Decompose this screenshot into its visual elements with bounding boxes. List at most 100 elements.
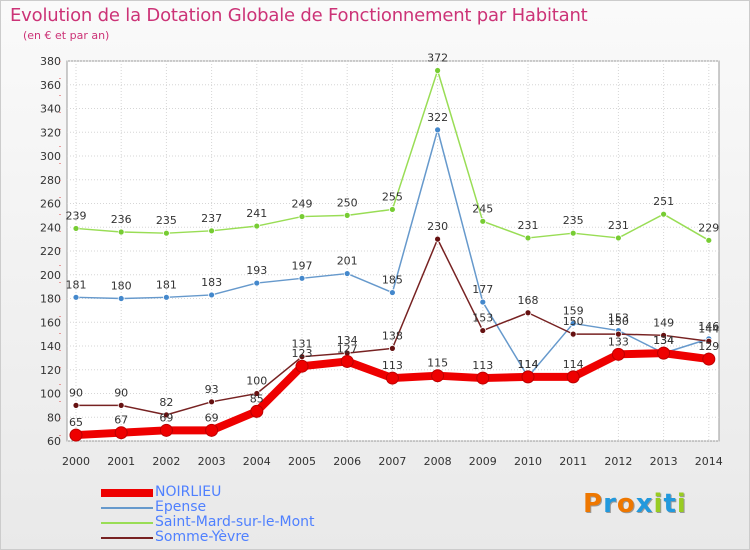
data-point (479, 298, 487, 306)
x-tick-label: 2000 (62, 455, 90, 468)
data-label: 201 (337, 255, 358, 268)
data-label: 129 (698, 340, 719, 353)
chart-subtitle: (en € et par an) (23, 29, 110, 42)
logo-letter: i (653, 489, 664, 519)
y-tick-label: 320 (40, 126, 61, 139)
data-point (388, 206, 396, 213)
data-point (385, 371, 399, 385)
data-label: 181 (156, 278, 177, 291)
data-point (208, 291, 216, 299)
x-tick-label: 2009 (469, 455, 497, 468)
legend-label: Somme-Yèvre (155, 529, 250, 545)
data-point (611, 347, 625, 361)
y-tick-label: 300 (40, 150, 61, 163)
data-point (253, 390, 261, 397)
data-label: 372 (427, 52, 448, 65)
data-point (295, 359, 309, 373)
data-point (114, 426, 128, 440)
data-label: 250 (337, 196, 358, 209)
logo-letter: t (663, 489, 677, 519)
y-tick-label: 160 (40, 316, 61, 329)
legend-swatch (101, 536, 153, 539)
y-tick-label: 200 (40, 269, 61, 282)
data-label: 231 (608, 219, 629, 232)
data-label: 241 (246, 207, 267, 220)
x-tick-label: 2011 (559, 455, 587, 468)
data-point (431, 369, 445, 383)
data-point (569, 229, 577, 237)
data-point (615, 330, 622, 338)
data-label: 114 (518, 358, 539, 371)
data-label: 146 (698, 320, 719, 333)
data-point (343, 211, 351, 219)
data-point (117, 401, 125, 409)
logo-letter: o (616, 489, 636, 519)
chart-title: Evolution de la Dotation Globale de Fonc… (10, 5, 588, 26)
data-label: 134 (653, 334, 674, 347)
y-tick-label: 380 (40, 55, 61, 68)
data-point (479, 217, 487, 225)
data-label: 235 (563, 214, 584, 227)
logo-letter: P (583, 489, 604, 519)
data-label: 237 (201, 212, 222, 225)
data-label: 113 (382, 359, 403, 372)
x-tick-label: 2005 (288, 455, 316, 468)
data-point (434, 67, 442, 74)
chart-legend: NOIRLIEU Epense Saint-Mard-sur-le-Mont Somm… (101, 485, 315, 545)
data-point (521, 370, 535, 384)
data-point (208, 227, 216, 235)
legend-item: Saint-Mard-sur-le-Mont (101, 515, 315, 530)
data-point (253, 279, 261, 287)
data-point (205, 423, 219, 437)
data-point (524, 234, 532, 242)
x-tick-label: 2001 (107, 455, 135, 468)
legend-label: Saint-Mard-sur-le-Mont (155, 514, 315, 530)
legend-swatch (101, 488, 153, 497)
data-point (660, 331, 667, 339)
data-point (702, 352, 716, 366)
data-point (479, 327, 487, 334)
data-point (162, 229, 170, 237)
data-point (340, 354, 354, 368)
data-label: 82 (159, 396, 173, 409)
data-label: 127 (337, 342, 358, 355)
x-tick-label: 2008 (424, 455, 452, 468)
data-point (117, 228, 125, 236)
data-label: 255 (382, 190, 403, 203)
y-tick-label: 240 (40, 221, 61, 234)
data-label: 153 (472, 312, 493, 325)
data-point (566, 370, 580, 384)
data-point (117, 295, 125, 302)
data-point (298, 274, 306, 282)
data-label: 69 (205, 411, 219, 424)
data-point (705, 337, 713, 345)
y-tick-label: 260 (40, 198, 61, 211)
data-label: 322 (427, 111, 448, 124)
data-label: 153 (608, 312, 629, 325)
data-label: 245 (472, 202, 493, 215)
y-tick-label: 140 (40, 340, 61, 353)
data-point (72, 225, 80, 232)
y-tick-label: 280 (40, 174, 61, 187)
data-label: 236 (111, 213, 132, 226)
data-point (657, 346, 671, 360)
x-tick-label: 2010 (514, 455, 542, 468)
logo-letter: i (676, 489, 687, 519)
legend-swatch (101, 506, 153, 509)
data-label: 251 (653, 195, 674, 208)
proxiti-logo: Proxiti (583, 489, 687, 519)
data-point (388, 289, 396, 296)
data-point (250, 404, 264, 418)
x-tick-label: 2004 (243, 455, 271, 468)
data-point (298, 213, 306, 220)
data-label: 134 (337, 334, 358, 347)
data-label: 90 (114, 386, 128, 399)
data-point (434, 126, 442, 134)
legend-swatch (101, 521, 153, 524)
y-tick-label: 220 (40, 245, 61, 258)
data-point (253, 222, 261, 230)
data-point (162, 293, 170, 301)
data-label: 114 (563, 358, 584, 371)
data-label: 177 (472, 283, 493, 296)
y-tick-label: 180 (40, 293, 61, 306)
